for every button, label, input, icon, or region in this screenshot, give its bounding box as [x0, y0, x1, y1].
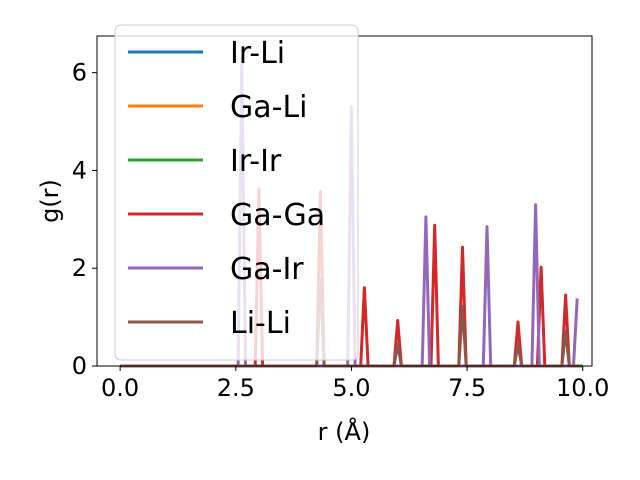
legend-label-ga-ga: Ga-Ga — [230, 198, 325, 233]
legend-label-ir-ir: Ir-Ir — [230, 144, 282, 179]
legend-label-ga-li: Ga-Li — [230, 90, 308, 125]
legend-label-li-li: Li-Li — [230, 306, 291, 341]
y-tick-label: 2 — [72, 254, 87, 282]
legend-label-ga-ir: Ga-Ir — [230, 252, 304, 287]
x-tick-label: 5.0 — [332, 374, 370, 402]
x-tick-label: 0.0 — [101, 374, 139, 402]
x-axis-label: r (Å) — [318, 417, 371, 446]
y-tick-label: 6 — [72, 59, 87, 87]
legend-label-ir-li: Ir-Li — [230, 36, 285, 71]
y-tick-label: 0 — [72, 352, 87, 380]
x-tick-label: 10.0 — [556, 374, 609, 402]
x-axis: 0.0 2.5 5.0 7.5 10.0 — [101, 366, 609, 402]
legend-box — [114, 24, 359, 361]
y-axis: 0 2 4 6 — [72, 59, 97, 380]
y-tick-label: 4 — [72, 156, 87, 184]
x-tick-label: 7.5 — [448, 374, 486, 402]
legend: Ir-Li Ga-Li Ir-Ir Ga-Ga Ga-Ir Li-Li — [114, 24, 359, 361]
y-axis-label: g(r) — [36, 179, 64, 223]
x-tick-label: 2.5 — [217, 374, 255, 402]
